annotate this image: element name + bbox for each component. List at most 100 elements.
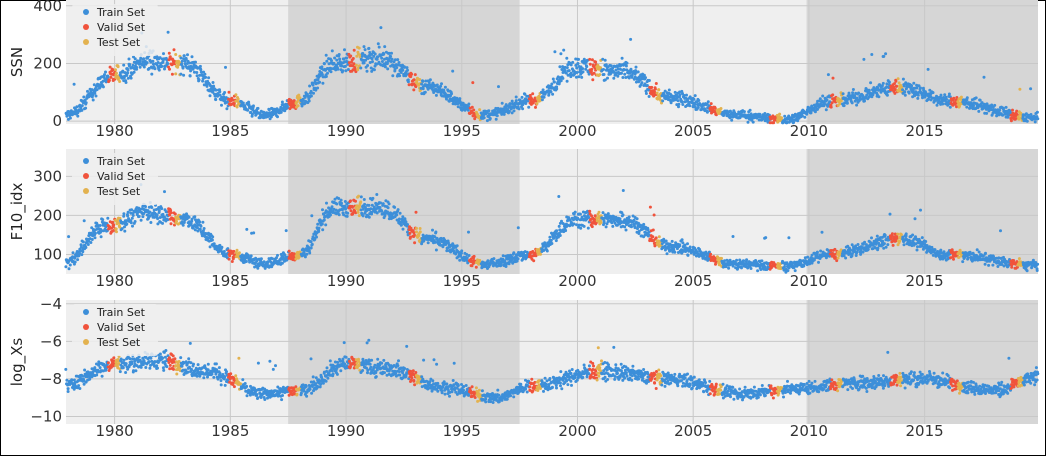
data-point-train-set xyxy=(157,68,161,72)
data-point-train-set xyxy=(106,216,110,220)
data-point-train-set xyxy=(863,99,866,103)
data-point-train-set xyxy=(397,61,401,64)
data-point-test-set xyxy=(720,256,723,260)
data-point-valid-set xyxy=(413,73,417,77)
data-point-train-set xyxy=(91,98,95,102)
data-point-train-set xyxy=(309,94,313,98)
data-point-train-set xyxy=(198,73,202,77)
data-point-train-set xyxy=(190,55,194,59)
data-point-test-set xyxy=(599,221,603,224)
data-point-train-set xyxy=(283,253,287,257)
x-tick-label: 1980 xyxy=(96,122,134,140)
data-point-valid-set xyxy=(589,70,593,74)
data-point-train-set xyxy=(508,102,512,106)
data-point-train-set xyxy=(104,70,107,74)
data-point-train-set xyxy=(280,100,284,104)
data-point-valid-set xyxy=(590,67,594,71)
data-point-train-set xyxy=(681,103,685,106)
data-point-test-set xyxy=(657,235,661,239)
data-point-train-set xyxy=(576,62,580,65)
data-point-train-set xyxy=(406,68,409,72)
data-point-train-set xyxy=(383,65,387,69)
data-point-train-set xyxy=(580,75,584,79)
data-point-train-set xyxy=(642,73,646,77)
data-point-train-set xyxy=(202,227,206,230)
data-point-train-set xyxy=(861,250,865,254)
data-point-test-set xyxy=(357,194,361,198)
data-point-valid-set xyxy=(590,225,594,229)
data-point-train-set xyxy=(397,217,401,221)
data-point-train-set xyxy=(601,57,605,61)
data-point-train-set xyxy=(884,52,888,56)
data-point-test-set xyxy=(114,227,118,231)
data-point-train-set xyxy=(647,79,651,82)
data-point-train-set xyxy=(181,223,185,227)
data-point-train-set xyxy=(309,240,313,244)
data-point-train-set xyxy=(321,81,325,85)
data-point-train-set xyxy=(565,79,569,83)
data-point-train-set xyxy=(980,101,984,105)
data-point-train-set xyxy=(99,235,103,239)
data-point-train-set xyxy=(267,108,271,112)
data-point-train-set xyxy=(924,240,928,243)
data-point-valid-set xyxy=(890,232,894,236)
data-point-train-set xyxy=(193,228,197,232)
data-point-train-set xyxy=(575,66,579,70)
data-point-train-set xyxy=(193,215,197,219)
data-point-valid-set xyxy=(894,79,898,83)
data-point-train-set xyxy=(783,114,787,118)
data-point-valid-set xyxy=(167,51,171,55)
data-point-test-set xyxy=(1019,111,1023,115)
data-point-train-set xyxy=(882,54,886,58)
data-point-train-set xyxy=(467,102,471,106)
data-point-train-set xyxy=(337,213,341,217)
data-point-train-set xyxy=(467,254,471,257)
data-point-train-set xyxy=(947,99,951,103)
data-point-train-set xyxy=(89,90,93,94)
data-point-train-set xyxy=(678,93,682,97)
data-point-train-set xyxy=(284,229,288,233)
data-point-train-set xyxy=(343,64,347,68)
data-point-train-set xyxy=(828,100,832,104)
data-point-train-set xyxy=(582,224,586,228)
data-point-train-set xyxy=(336,67,340,71)
data-point-test-set xyxy=(296,104,300,108)
data-point-train-set xyxy=(670,239,674,243)
data-point-train-set xyxy=(214,88,218,92)
data-point-train-set xyxy=(634,65,638,69)
data-point-test-set xyxy=(719,107,723,110)
data-point-train-set xyxy=(204,75,208,79)
data-point-train-set xyxy=(201,220,205,224)
data-point-train-set xyxy=(305,92,309,96)
data-point-train-set xyxy=(321,228,325,232)
data-point-train-set xyxy=(301,97,305,101)
data-point-train-set xyxy=(106,75,110,79)
data-point-train-set xyxy=(385,62,389,66)
data-point-train-set xyxy=(335,202,339,206)
data-point-train-set xyxy=(137,215,141,218)
data-point-train-set xyxy=(730,118,734,122)
data-point-train-set xyxy=(888,212,892,216)
data-point-train-set xyxy=(447,99,451,103)
data-point-train-set xyxy=(157,209,161,213)
data-point-train-set xyxy=(317,230,321,233)
data-point-train-set xyxy=(370,69,374,73)
data-point-train-set xyxy=(824,108,828,112)
data-point-train-set xyxy=(182,73,186,77)
data-point-train-set xyxy=(627,215,631,219)
x-tick-label: 2015 xyxy=(906,122,944,140)
data-point-train-set xyxy=(642,222,646,226)
data-point-train-set xyxy=(439,84,443,88)
data-point-train-set xyxy=(138,65,142,69)
data-point-train-set xyxy=(485,119,489,123)
data-point-train-set xyxy=(869,81,873,85)
data-point-train-set xyxy=(993,103,997,107)
data-point-train-set xyxy=(401,68,405,72)
data-point-train-set xyxy=(1036,117,1040,121)
data-point-train-set xyxy=(705,110,709,114)
data-point-train-set xyxy=(360,54,364,58)
data-point-train-set xyxy=(343,48,346,52)
data-point-valid-set xyxy=(292,99,296,103)
data-point-train-set xyxy=(735,258,739,262)
